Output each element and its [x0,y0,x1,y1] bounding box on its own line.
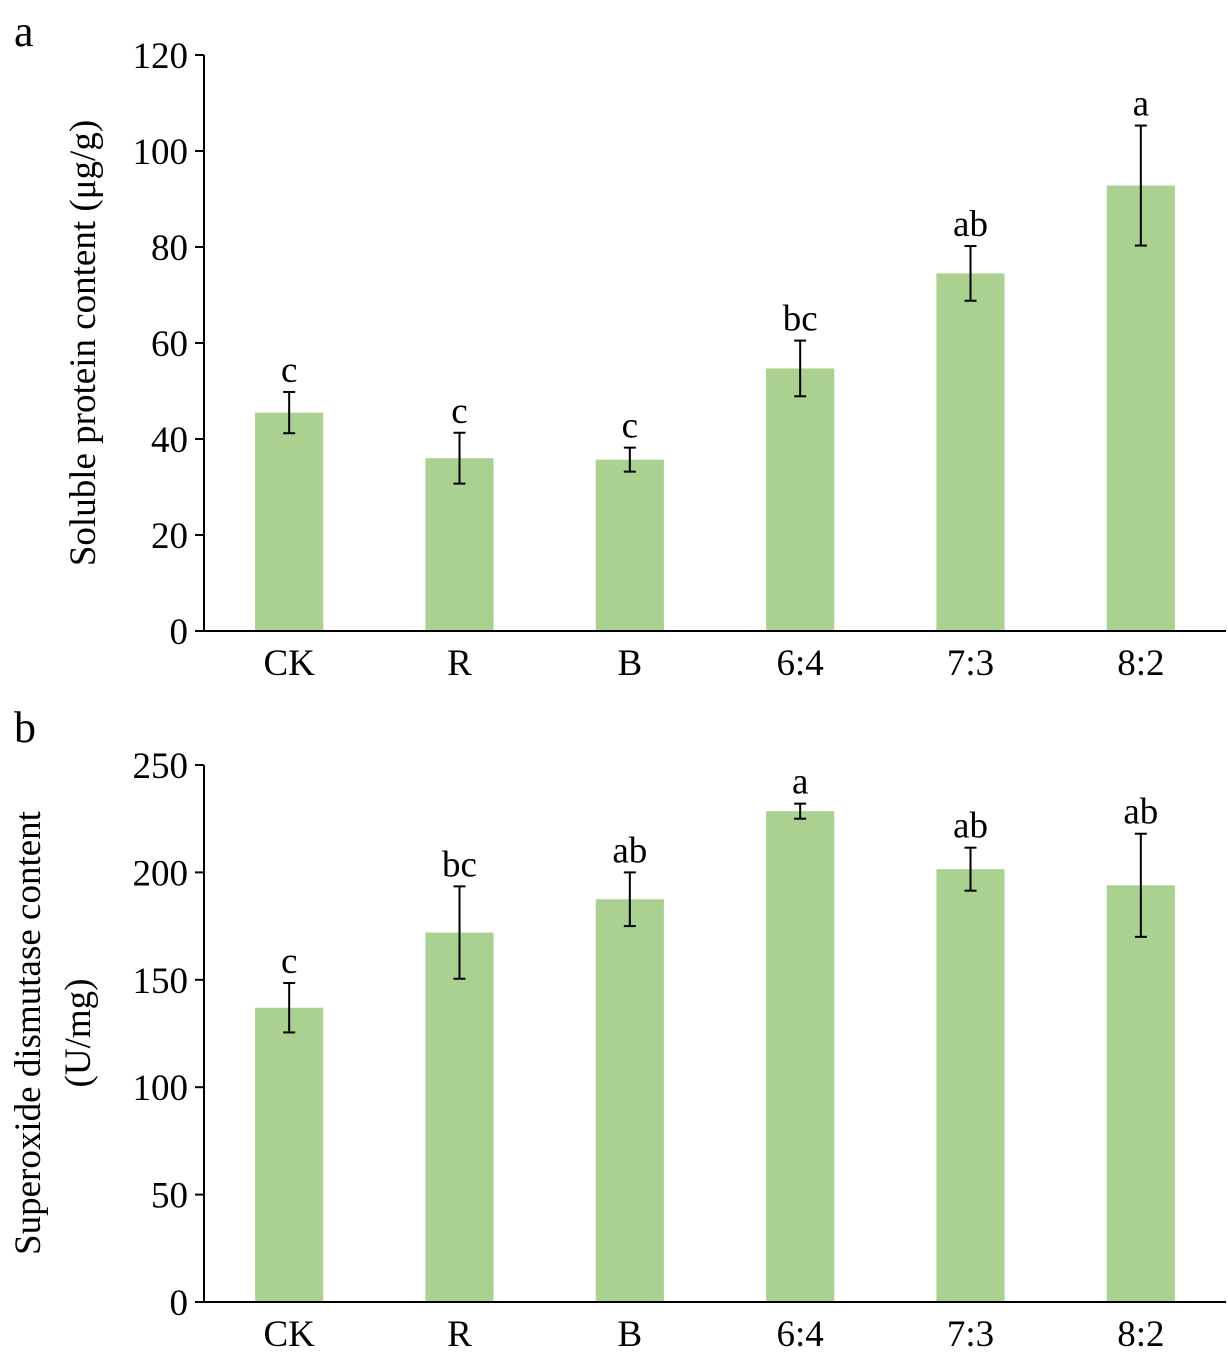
panel-a-soluble-protein-chart: a 0 20 40 60 80 100 120 c CK c Rc Bbc 6:4 ab 7:3 a 8:2 Sol… [14,7,1226,684]
x-tick-label-2: B [617,643,642,684]
x-tick-label-5: 8:2 [1117,1314,1164,1355]
y-axis-label-line-0: Superoxide dismutase content [8,810,49,1255]
y-tick-label: 120 [133,36,189,77]
bar-1 [425,458,494,631]
x-tick-label-1: R [447,1314,472,1355]
y-tick-label: 40 [151,420,188,461]
significance-label-5: a [1133,84,1149,125]
y-tick-label: 200 [133,853,189,894]
y-tick-label: 0 [170,1283,189,1324]
bar-3 [766,368,835,631]
significance-label-1: bc [442,844,477,885]
significance-label-2: c [622,406,638,447]
panel-label: a [14,7,34,56]
panel-label: b [14,703,36,752]
bar-3 [766,811,835,1302]
significance-label-5: ab [1123,792,1158,833]
x-tick-label-4: 7:3 [947,643,994,684]
x-tick-label-5: 8:2 [1117,643,1164,684]
bar-2 [595,899,664,1302]
y-tick-label: 100 [133,1068,189,1109]
y-tick-label: 0 [170,612,189,653]
y-tick-label: 50 [151,1176,188,1217]
bar-4 [936,869,1005,1302]
y-tick-label: 150 [133,961,189,1002]
y-tick-label: 250 [133,746,189,787]
bar-1 [425,932,494,1302]
bar-0 [255,1007,324,1302]
bar-5 [1106,885,1175,1302]
significance-label-4: ab [953,806,988,847]
y-tick-label: 20 [151,516,188,557]
bar-2 [595,459,664,631]
panel-b-sod-chart: b 0 50 100 150 200 250 c CK bc Rab Ba 6:4 ab 7:3 ab 8:2 S… [8,703,1226,1355]
y-axis-label: Soluble protein content (μg/g) [63,120,104,566]
significance-label-0: c [281,941,297,982]
y-tick-label: 60 [151,324,188,365]
bar-5 [1106,185,1175,631]
significance-label-2: ab [612,830,647,871]
x-tick-label-0: CK [263,1314,315,1355]
significance-label-3: a [792,762,808,803]
y-axis-label-line-1: (U/mg) [58,979,99,1088]
significance-label-4: ab [953,204,988,245]
significance-label-0: c [281,350,297,391]
y-tick-label: 100 [133,132,189,173]
x-tick-label-3: 6:4 [777,643,824,684]
bar-0 [255,412,324,631]
y-tick-label: 80 [151,228,188,269]
significance-label-3: bc [783,299,818,340]
x-tick-label-3: 6:4 [777,1314,824,1355]
x-tick-label-2: B [617,1314,642,1355]
x-tick-label-4: 7:3 [947,1314,994,1355]
x-tick-label-1: R [447,643,472,684]
bar-4 [936,273,1005,631]
x-tick-label-0: CK [263,643,315,684]
significance-label-1: c [451,391,467,432]
